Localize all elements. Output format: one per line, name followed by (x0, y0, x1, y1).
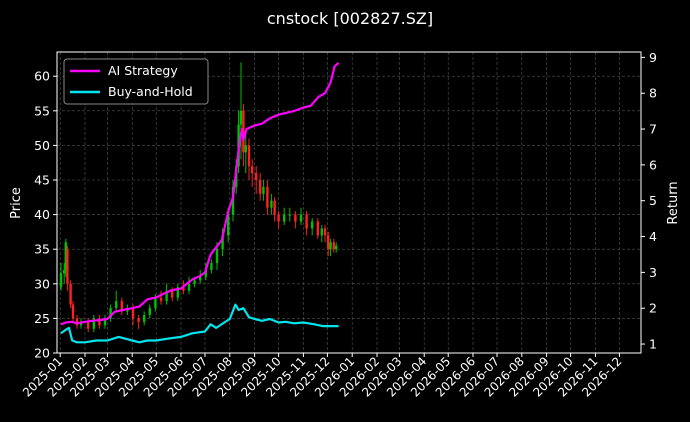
candle-body (239, 110, 243, 125)
y-axis-left-label: Price (9, 187, 24, 219)
candle-body (75, 318, 79, 326)
candle-body (273, 200, 276, 215)
y-tick-label-right: 6 (649, 157, 657, 172)
y-tick-label-left: 20 (34, 346, 50, 361)
candle-body (137, 318, 140, 322)
candle-body (247, 145, 251, 167)
y-tick-label-right: 7 (649, 122, 657, 137)
candle-body (171, 290, 174, 298)
candle-body (270, 200, 273, 208)
y-tick-label-left: 40 (34, 207, 50, 222)
candle-body (311, 221, 314, 229)
candle-body (193, 280, 196, 284)
candlesticks (59, 62, 338, 333)
candle-body (277, 214, 280, 222)
candle-body (143, 314, 146, 322)
candle-body (154, 297, 157, 309)
candle-body (64, 242, 67, 270)
candle-body (288, 214, 291, 216)
candle-body (323, 228, 327, 236)
y-tick-label-left: 35 (34, 242, 50, 257)
candle-body (329, 242, 332, 250)
candle-body (227, 214, 230, 236)
y-tick-label-left: 60 (34, 69, 50, 84)
y-tick-label-right: 9 (649, 50, 657, 65)
candle-body (199, 276, 202, 281)
candle-body (320, 228, 323, 236)
y-tick-label-right: 3 (649, 265, 657, 280)
grid (57, 52, 641, 354)
candle-body (131, 308, 135, 319)
chart-title: cnstock [002827.SZ] (267, 9, 433, 28)
candle-body (251, 166, 254, 174)
return-lines (60, 61, 340, 344)
candle-body (210, 263, 213, 270)
candle-body (259, 180, 262, 194)
y-tick-label-right: 1 (649, 337, 657, 352)
candle-body (266, 186, 269, 208)
y-tick-label-right: 4 (649, 229, 657, 244)
candle-body (305, 214, 308, 229)
candle-body (332, 242, 335, 250)
candle-body (204, 269, 207, 277)
candle-body (63, 269, 66, 274)
y-tick-label-left: 50 (34, 138, 50, 153)
legend: AI Strategy Buy-and-Hold (63, 58, 209, 105)
y-tick-label-right: 8 (649, 86, 657, 101)
candle-body (215, 249, 219, 264)
candle-body (87, 321, 90, 329)
candle-body (316, 221, 319, 236)
candle-body (92, 318, 95, 329)
candle-body (71, 304, 75, 319)
candle-body (242, 110, 245, 153)
candle-body (294, 214, 297, 222)
y-tick-label-left: 25 (34, 311, 50, 326)
y-axis-right: 1 2 3 4 5 6 7 8 9 (641, 50, 657, 352)
legend-label-ai-strategy: AI Strategy (108, 63, 178, 78)
candle-body (115, 301, 118, 309)
y-axis-left: 20 25 30 35 40 45 50 55 60 (34, 69, 57, 361)
y-tick-label-left: 30 (34, 276, 50, 291)
candle-body (244, 145, 247, 153)
candle-body (59, 273, 63, 288)
series-line-buy-and-hold (60, 303, 339, 344)
y-tick-label-left: 55 (34, 103, 50, 118)
candle-body (187, 283, 191, 291)
candle-body (148, 308, 151, 315)
candle-body (159, 297, 163, 302)
y-tick-label-right: 5 (649, 193, 657, 208)
candle-body (283, 214, 286, 222)
candle-body (165, 290, 168, 302)
candle-body (231, 186, 235, 215)
y-axis-right-label: Return (666, 181, 681, 224)
y-tick-label-left: 45 (34, 173, 50, 188)
candle-body (103, 318, 107, 326)
legend-label-buy-and-hold: Buy-and-Hold (108, 84, 193, 99)
candle-body (120, 301, 123, 312)
candle-body (262, 186, 265, 194)
candle-body (327, 235, 330, 250)
candle-body (66, 249, 69, 284)
y-tick-label-right: 2 (649, 301, 657, 316)
candle-body (98, 318, 101, 326)
candle-body (69, 283, 72, 305)
candle-body (109, 308, 112, 319)
candle-body (255, 173, 258, 181)
candle-body (335, 245, 338, 250)
candle-body (182, 287, 185, 291)
series-line-ai-strategy (60, 61, 340, 326)
candle-body (299, 214, 303, 222)
plot-border (56, 51, 642, 354)
candle-body (176, 287, 179, 298)
candle-body (221, 235, 224, 250)
